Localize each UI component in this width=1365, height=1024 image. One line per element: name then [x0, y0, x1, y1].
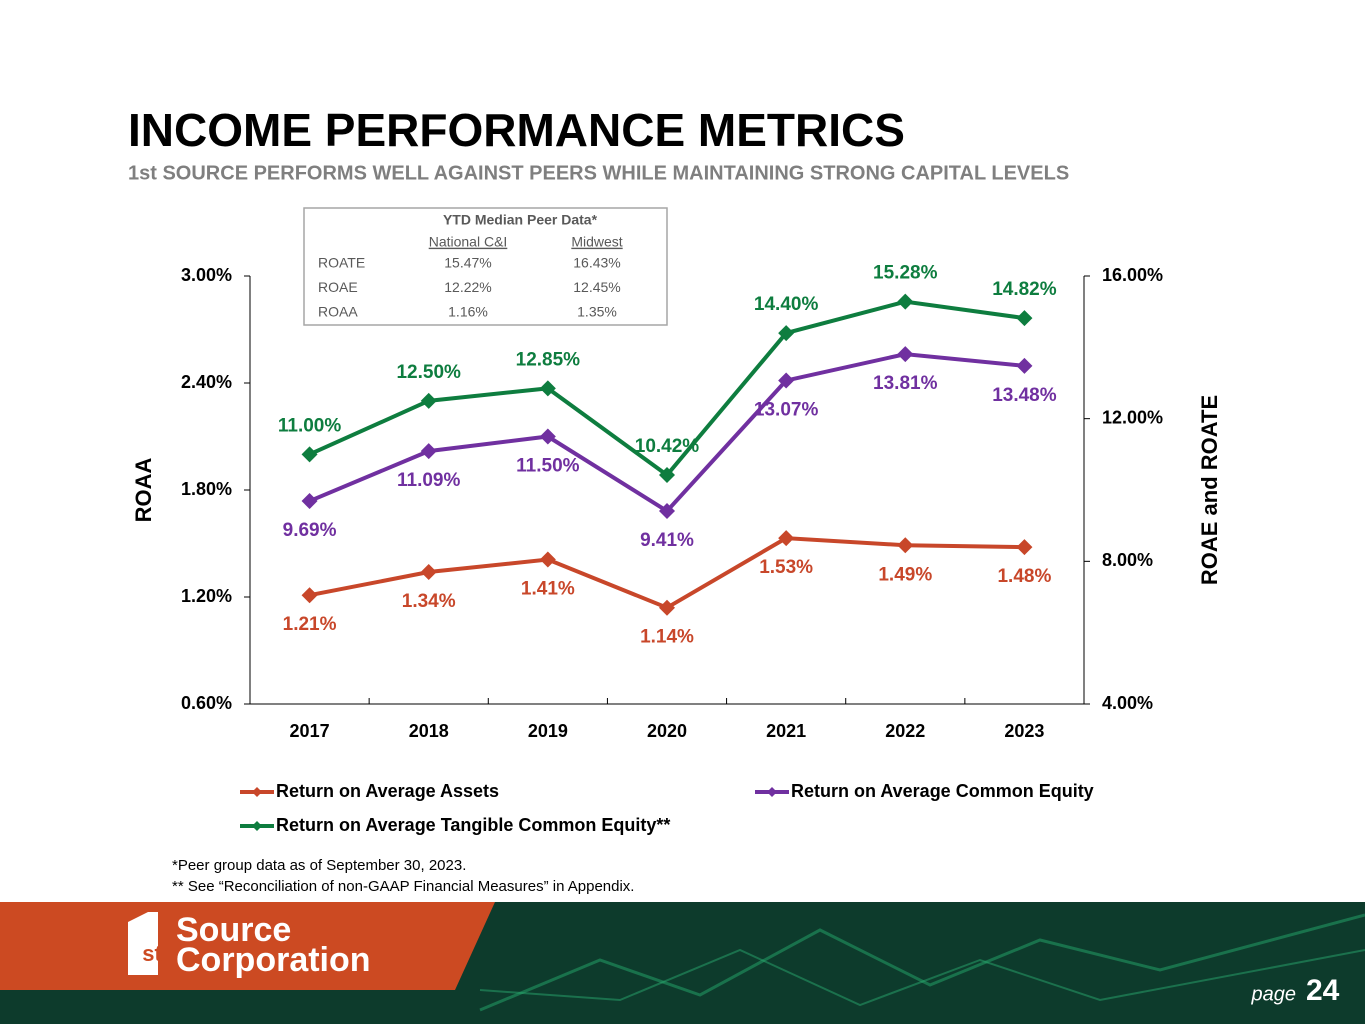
decor-line	[479, 913, 1365, 1012]
decor-line	[479, 948, 1365, 1007]
marker	[301, 493, 318, 510]
marker	[1016, 357, 1033, 374]
peer-table-column: Midwest	[571, 234, 622, 250]
data-label: 11.50%	[516, 456, 579, 477]
peer-table-cell: ROAA	[318, 304, 358, 320]
data-label: 12.85%	[516, 349, 581, 370]
marker	[897, 346, 914, 363]
marker	[659, 467, 675, 484]
marker	[1016, 310, 1033, 327]
marker	[659, 503, 675, 520]
y2-tick-label: 8.00%	[1102, 550, 1153, 570]
data-label: 15.28%	[873, 263, 938, 284]
legend-marker	[767, 787, 777, 797]
data-label: 1.34%	[402, 591, 456, 612]
data-label: 1.41%	[521, 579, 575, 600]
data-label: 13.07%	[754, 400, 819, 421]
data-label: 1.14%	[640, 627, 694, 648]
data-label: 11.09%	[397, 470, 460, 491]
y2-tick-label: 16.00%	[1102, 265, 1163, 285]
marker	[420, 443, 437, 460]
y2-tick-label: 4.00%	[1102, 693, 1153, 713]
x-tick-label: 2022	[885, 721, 925, 741]
x-tick-label: 2018	[409, 721, 449, 741]
x-tick-label: 2023	[1004, 721, 1044, 741]
x-tick-label: 2021	[766, 721, 806, 741]
marker	[897, 293, 914, 310]
y2-tick-label: 12.00%	[1102, 407, 1163, 427]
y-tick-label: 0.60%	[181, 693, 232, 713]
footnote: *Peer group data as of September 30, 202…	[172, 857, 466, 874]
data-label: 14.82%	[992, 279, 1057, 300]
marker	[659, 599, 675, 616]
marker	[420, 392, 437, 409]
x-tick-label: 2017	[290, 721, 330, 741]
brand-name: Source	[176, 911, 291, 949]
page-number: 24	[1306, 974, 1340, 1007]
data-label: 1.48%	[997, 566, 1051, 587]
peer-table-cell: 1.16%	[448, 304, 488, 320]
page-label: page	[1251, 983, 1297, 1005]
peer-table-cell: 16.43%	[573, 255, 620, 271]
chart: 0.60% 1.20% 1.80% 2.40% 3.00% 4.00% 8.00% 12.00…	[131, 263, 1222, 835]
data-label: 9.41%	[640, 530, 694, 551]
peer-table-cell: ROAE	[318, 279, 358, 295]
y-axis-title: ROAA	[131, 458, 156, 523]
data-label: 9.69%	[283, 520, 337, 541]
y-tick-label: 1.80%	[181, 479, 232, 499]
x-tick-label: 2020	[647, 721, 687, 741]
marker	[897, 537, 914, 554]
marker	[1016, 539, 1033, 556]
brand-name: Corporation	[176, 941, 371, 979]
legend-marker	[252, 821, 262, 831]
data-label: 11.00%	[278, 415, 341, 436]
brand-mark: st	[142, 941, 162, 966]
data-label: 10.42%	[635, 436, 700, 457]
marker	[778, 530, 795, 547]
marker	[539, 380, 556, 397]
footer-accent	[0, 902, 495, 990]
y-tick-label: 3.00%	[181, 265, 232, 285]
data-label: 1.21%	[283, 614, 337, 635]
peer-table-cell: ROATE	[318, 255, 365, 271]
marker	[420, 564, 437, 581]
marker	[778, 372, 795, 389]
slide-subtitle: 1st SOURCE PERFORMS WELL AGAINST PEERS W…	[128, 162, 1069, 184]
slide-title: INCOME PERFORMANCE METRICS	[128, 104, 905, 156]
marker	[539, 428, 556, 445]
legend-label: Return on Average Tangible Common Equity…	[276, 815, 670, 835]
legend-marker	[252, 787, 262, 797]
peer-table-cell: 12.22%	[444, 279, 491, 295]
data-label: 13.48%	[992, 385, 1057, 406]
peer-table-cell: 15.47%	[444, 255, 491, 271]
marker	[778, 325, 795, 342]
peer-table-column: National C&I	[429, 234, 508, 250]
y-tick-label: 2.40%	[181, 372, 232, 392]
peer-table-cell: 12.45%	[573, 279, 620, 295]
y2-axis-title: ROAE and ROATE	[1197, 395, 1222, 585]
legend-label: Return on Average Common Equity	[791, 781, 1094, 801]
x-tick-label: 2019	[528, 721, 568, 741]
peer-table-title: YTD Median Peer Data*	[443, 212, 598, 228]
brand-mark-shape	[128, 912, 158, 975]
y-tick-label: 1.20%	[181, 586, 232, 606]
data-label: 1.53%	[759, 557, 813, 578]
footnote: ** See “Reconciliation of non-GAAP Finan…	[172, 878, 634, 895]
marker	[539, 551, 556, 568]
data-label: 1.49%	[878, 564, 932, 585]
data-label: 12.50%	[396, 362, 461, 383]
legend-label: Return on Average Assets	[276, 781, 499, 801]
footer-banner: st Source Corporation page 24	[0, 902, 1365, 1024]
peer-table-cell: 1.35%	[577, 304, 617, 320]
peer-table-rows: ROATE 15.47% 16.43% ROAE 12.22% 12.45% ROAA 1.1…	[318, 255, 621, 320]
data-label: 14.40%	[754, 294, 819, 315]
marker	[301, 446, 318, 463]
data-label: 13.81%	[873, 373, 938, 394]
marker	[301, 587, 318, 604]
peer-table-box	[303, 207, 668, 326]
